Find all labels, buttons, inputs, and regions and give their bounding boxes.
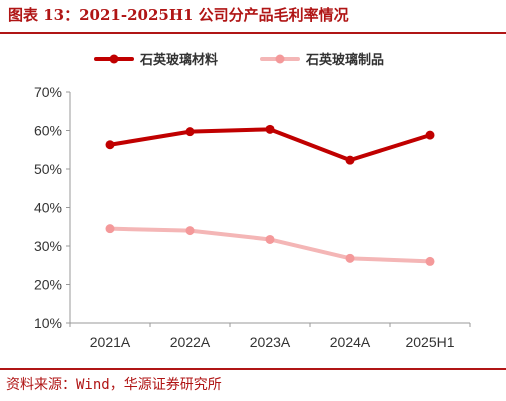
y-tick-label: 10% [34,315,62,331]
legend: 石英玻璃材料 石英玻璃制品 [94,52,384,68]
data-point [425,130,435,140]
x-tick-label: 2024A [330,334,371,350]
x-axis: 2021A 2022A 2023A 2024A 2025H1 [69,322,471,350]
title-divider [0,32,506,34]
y-tick-label: 50% [34,161,62,177]
series-line-1 [108,127,432,163]
data-point [265,234,275,244]
x-tick-label: 2025H1 [405,334,454,350]
gross-margin-line-chart: 石英玻璃材料 石英玻璃制品 10% 20% 30% 40% 50% 60% 70% 2021A… [34,52,471,350]
legend-marker-1 [109,54,119,64]
legend-label-2: 石英玻璃制品 [305,52,384,68]
y-tick-label: 70% [34,84,62,100]
y-tick-label: 20% [34,277,62,293]
y-axis: 10% 20% 30% 40% 50% 60% 70% [34,84,71,331]
legend-label-1: 石英玻璃材料 [139,52,218,68]
data-point [185,127,195,137]
data-point [345,253,355,263]
x-tick-label: 2023A [250,334,291,350]
data-point [345,155,355,165]
y-tick-label: 60% [34,123,62,139]
data-point [105,224,115,234]
data-point [425,256,435,266]
data-point [265,124,275,134]
x-tick-label: 2022A [170,334,211,350]
data-point [105,140,115,150]
x-tick-label: 2021A [90,334,131,350]
series-line-2 [108,226,432,264]
source-divider [0,368,506,370]
chart-title: 图表 13：2021-2025H1 公司分产品毛利率情况 [8,6,349,24]
y-tick-label: 30% [34,238,62,254]
legend-marker-2 [275,54,285,64]
y-tick-label: 40% [34,200,62,216]
source-note: 资料来源：Wind，华源证券研究所 [6,377,222,393]
data-point [185,226,195,236]
plot-area [105,124,435,266]
